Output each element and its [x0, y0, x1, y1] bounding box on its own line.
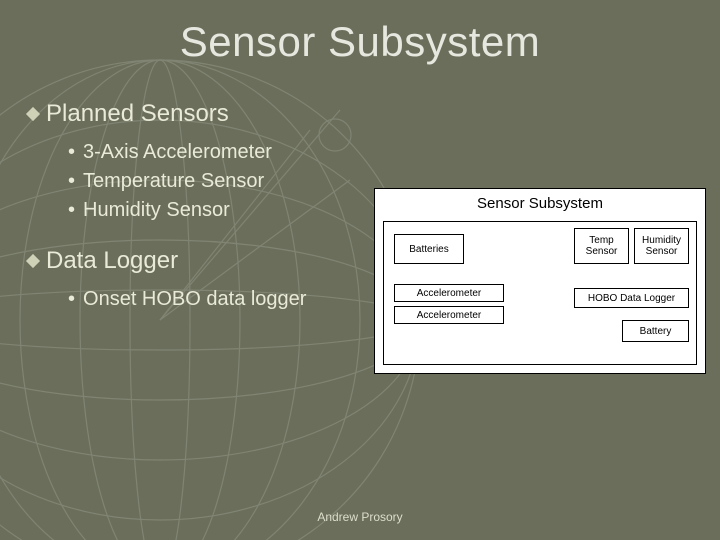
diagram-box-accelerometer: Accelerometer: [394, 284, 504, 302]
diagram-title: Sensor Subsystem: [375, 195, 705, 212]
list-item-text: 3-Axis Accelerometer: [83, 138, 272, 167]
section-heading: Planned Sensors: [46, 100, 229, 128]
list-item-text: Temperature Sensor: [83, 167, 264, 196]
list-item-text: Humidity Sensor: [83, 196, 230, 225]
diamond-bullet-icon: [26, 254, 40, 268]
bullet-dot-icon: •: [68, 138, 75, 167]
diagram-box-accelerometer: Accelerometer: [394, 306, 504, 324]
list-item: • Temperature Sensor: [68, 167, 378, 196]
bullet-dot-icon: •: [68, 167, 75, 196]
list-item: • Onset HOBO data logger: [68, 285, 378, 314]
list-item-text: Onset HOBO data logger: [83, 285, 306, 314]
sensor-subsystem-diagram: Sensor Subsystem Batteries Temp Sensor H…: [374, 188, 706, 374]
slide: Sensor Subsystem Planned Sensors • 3-Axis…: [0, 0, 720, 540]
sub-list: • 3-Axis Accelerometer • Temperature Senso…: [28, 138, 378, 225]
footer-author: Andrew Prosory: [0, 510, 720, 524]
list-item: • 3-Axis Accelerometer: [68, 138, 378, 167]
section-heading-row: Data Logger: [28, 247, 378, 275]
section-heading-row: Planned Sensors: [28, 100, 378, 128]
diagram-outer-box: Batteries Temp Sensor Humidity Sensor Ac…: [383, 221, 697, 365]
bullet-dot-icon: •: [68, 196, 75, 225]
diagram-box-temp-sensor: Temp Sensor: [574, 228, 629, 264]
text-column: Planned Sensors • 3-Axis Accelerometer • T…: [28, 100, 378, 336]
diagram-box-battery: Battery: [622, 320, 689, 342]
slide-title: Sensor Subsystem: [28, 18, 692, 66]
section-heading: Data Logger: [46, 247, 178, 275]
bullet-dot-icon: •: [68, 285, 75, 314]
diagram-box-hobo-logger: HOBO Data Logger: [574, 288, 689, 308]
list-item: • Humidity Sensor: [68, 196, 378, 225]
sub-list: • Onset HOBO data logger: [28, 285, 378, 314]
diamond-bullet-icon: [26, 107, 40, 121]
diagram-box-humidity-sensor: Humidity Sensor: [634, 228, 689, 264]
diagram-box-batteries: Batteries: [394, 234, 464, 264]
